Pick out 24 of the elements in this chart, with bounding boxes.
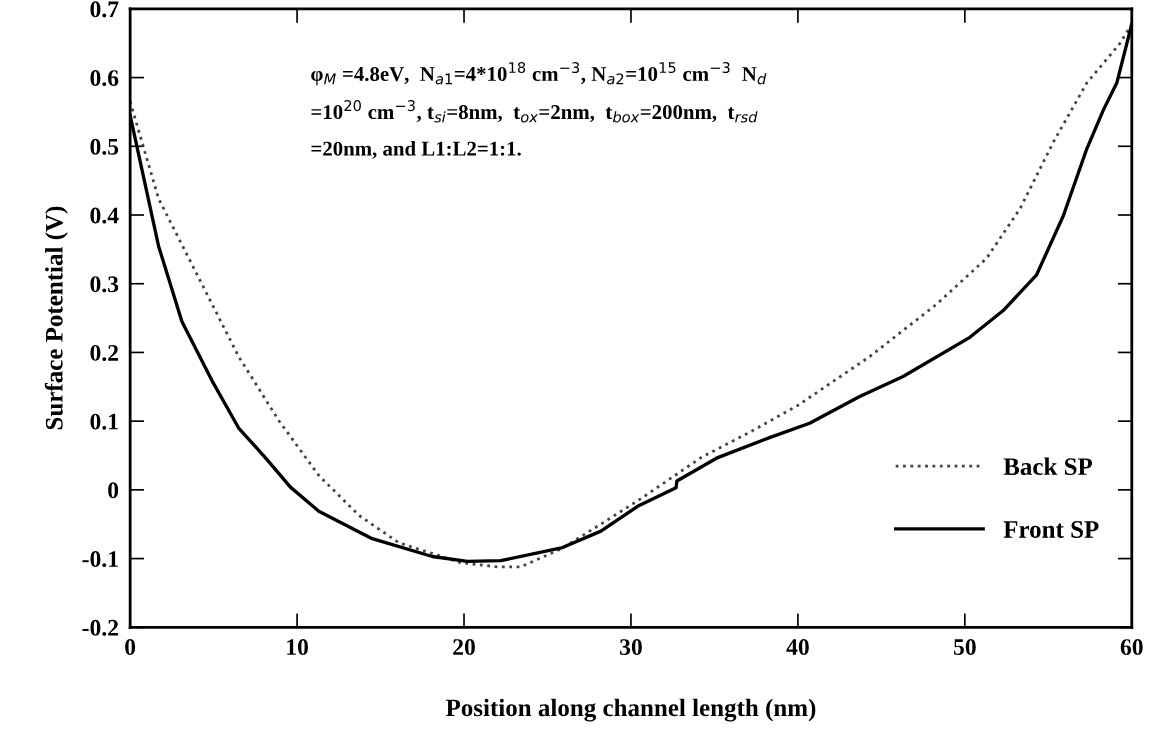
- x-tick-label: 60: [1120, 639, 1143, 656]
- x-axis-title: Position along channel length (nm): [445, 698, 816, 722]
- y-tick-label: 0.6: [90, 70, 119, 87]
- y-tick-label: -0.2: [82, 619, 119, 636]
- y-tick-label: 0.4: [90, 207, 119, 224]
- y-tick-label: 0.7: [90, 1, 119, 18]
- y-tick-label: 0.5: [90, 138, 119, 155]
- text: =10$^{20}$ cm$^{−3}$, t$_{si}$=8nm, t$_{ox}$=2nm, t$_{box}$=200nm, t$_{rsd}$: [311, 100, 758, 123]
- x-tick-label: 30: [620, 639, 642, 656]
- y-axis-title: Surface Potential (V): [44, 206, 68, 430]
- y-tick-label: 0: [108, 482, 119, 499]
- y-tick-label: 0.2: [90, 344, 119, 361]
- annotation: =20nm, and L1:L2=1:1.: [311, 141, 521, 159]
- y-tick-label: -0.1: [82, 551, 118, 568]
- y-tick-label: 0.3: [90, 276, 119, 293]
- x-tick-label: 10: [287, 639, 308, 656]
- legend-label: Front SP: [1003, 521, 1099, 538]
- x-tick-label: 40: [786, 639, 809, 656]
- text: φ$_{M}$ =4.8eV, N$_{a1}$=4*10$^{18}$ cm$^{−3}$, N$_{a2}$=10$^{15}$ cm$^{−3}$ N$_{d}$: [311, 62, 767, 86]
- x-tick-label: 50: [953, 639, 976, 656]
- x-tick-label: 20: [453, 639, 475, 656]
- x-tick-label: 0: [125, 639, 136, 656]
- y-tick-label: 0.1: [90, 413, 118, 430]
- legend-label: Back SP: [1003, 457, 1093, 476]
